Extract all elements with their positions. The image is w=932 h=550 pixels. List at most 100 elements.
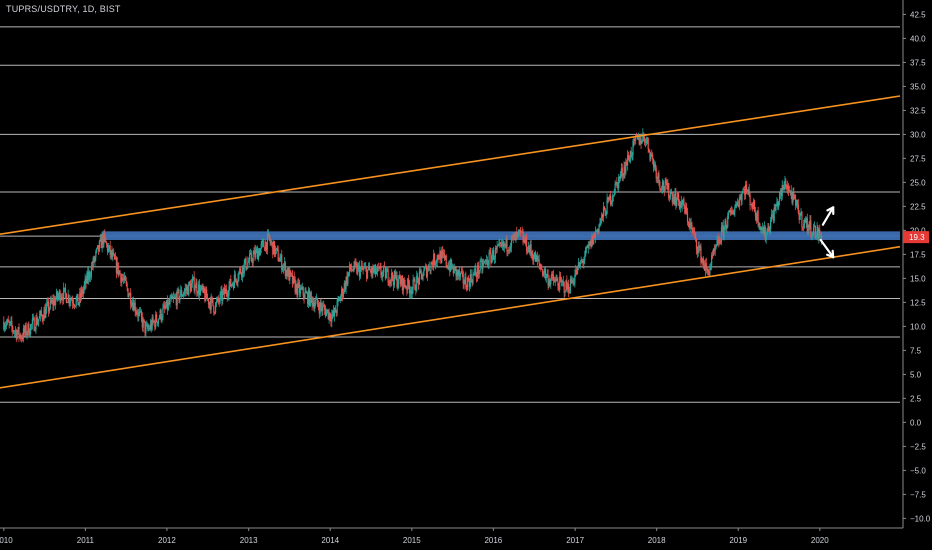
candle-body bbox=[736, 202, 738, 204]
candle-body bbox=[368, 265, 370, 271]
candle-body bbox=[170, 295, 172, 299]
candle-body bbox=[107, 247, 109, 252]
candle-body bbox=[196, 282, 198, 293]
candle-body bbox=[375, 271, 378, 275]
time-axis[interactable]: 2010 2011 2012 2013 2014 2015 2016 2017 2018 2019… bbox=[0, 527, 903, 545]
candle-body bbox=[278, 261, 280, 262]
candle-body bbox=[403, 278, 405, 285]
candle-body bbox=[796, 200, 799, 205]
candle-body bbox=[440, 251, 442, 263]
candle-body bbox=[802, 226, 804, 228]
candle-body bbox=[169, 298, 171, 305]
candle-body bbox=[592, 235, 594, 245]
candle-body bbox=[536, 255, 538, 261]
candle-body bbox=[111, 250, 113, 258]
candle-body bbox=[384, 266, 387, 279]
candle-body bbox=[380, 267, 382, 276]
candle-body bbox=[3, 321, 5, 330]
candle-body bbox=[525, 236, 527, 244]
candle-body bbox=[173, 297, 175, 299]
candle-body bbox=[329, 312, 331, 319]
candle-body bbox=[38, 318, 40, 322]
candle-body bbox=[188, 282, 190, 296]
candle-body bbox=[717, 237, 719, 241]
candle-body bbox=[16, 332, 18, 339]
candle-body bbox=[495, 248, 497, 250]
candle-body bbox=[634, 138, 636, 141]
candle-body bbox=[779, 190, 782, 194]
candle-body bbox=[539, 263, 541, 267]
candle-body bbox=[815, 235, 817, 238]
candle-body bbox=[638, 134, 640, 145]
candle-body bbox=[749, 194, 751, 205]
candle-body bbox=[166, 300, 168, 310]
candle-body bbox=[544, 269, 547, 278]
candle-body bbox=[229, 279, 231, 287]
candle-body bbox=[366, 267, 368, 279]
candle-body bbox=[496, 246, 498, 250]
candle-body bbox=[231, 283, 234, 285]
candle-body bbox=[770, 220, 772, 230]
candle-body bbox=[680, 201, 682, 208]
candle-body bbox=[748, 189, 750, 195]
candle-body bbox=[599, 223, 601, 226]
candle-body bbox=[130, 292, 132, 305]
candle-body bbox=[795, 200, 798, 206]
candle-body bbox=[780, 190, 782, 196]
candle-body bbox=[572, 280, 574, 284]
candle-body bbox=[453, 266, 455, 274]
price-axis[interactable]: 42.5 40.0 37.5 35.0 32.5 30.0 27.5 25.0 22.5 20.0… bbox=[902, 0, 931, 528]
candle-body bbox=[416, 276, 418, 291]
price-tick-label: −7.5 bbox=[910, 490, 926, 499]
candle-body bbox=[108, 245, 110, 248]
candle-body bbox=[679, 201, 681, 209]
candle-body bbox=[326, 309, 328, 312]
candle-body bbox=[66, 302, 68, 303]
candle-body bbox=[383, 266, 385, 272]
candle-body bbox=[671, 193, 673, 203]
candle-body bbox=[83, 284, 85, 290]
candle-body bbox=[478, 271, 480, 275]
candle-body bbox=[735, 203, 737, 207]
candle-body bbox=[487, 264, 489, 266]
candle-body bbox=[568, 284, 570, 293]
candle-body bbox=[653, 164, 656, 168]
candle-body bbox=[700, 246, 702, 263]
time-tick-label: 2011 bbox=[77, 536, 95, 545]
candle-body bbox=[784, 180, 786, 187]
candle-body bbox=[97, 245, 100, 251]
candle-body bbox=[139, 311, 142, 313]
candle-body bbox=[35, 317, 37, 330]
candle-body bbox=[759, 224, 761, 230]
candle-body bbox=[303, 295, 305, 299]
candle-body bbox=[144, 321, 146, 333]
candle-body bbox=[242, 265, 244, 274]
candle-body bbox=[279, 258, 281, 262]
candle-body bbox=[459, 273, 462, 277]
candle-body bbox=[223, 288, 225, 293]
candle-body bbox=[542, 269, 544, 276]
candle-body bbox=[425, 265, 427, 268]
candle-body bbox=[389, 279, 391, 284]
candle-body bbox=[61, 297, 63, 299]
candle-body bbox=[408, 285, 411, 294]
candle-body bbox=[194, 287, 196, 291]
candle-body bbox=[424, 267, 426, 270]
candle-body bbox=[788, 190, 790, 193]
candle-body bbox=[818, 230, 820, 239]
candle-body bbox=[43, 309, 45, 321]
candle-body bbox=[57, 295, 59, 299]
candle-body bbox=[566, 280, 568, 290]
candle-body bbox=[691, 224, 693, 231]
candle-body bbox=[91, 266, 93, 267]
time-tick-label: 2015 bbox=[403, 536, 421, 545]
arrow-down-icon bbox=[819, 238, 835, 259]
candle-body bbox=[513, 234, 515, 237]
candle-body bbox=[606, 198, 608, 215]
candle-body bbox=[577, 262, 580, 266]
candle-body bbox=[10, 321, 12, 323]
candle-body bbox=[208, 302, 210, 305]
candle-body bbox=[781, 184, 783, 196]
candle-body bbox=[587, 244, 589, 248]
